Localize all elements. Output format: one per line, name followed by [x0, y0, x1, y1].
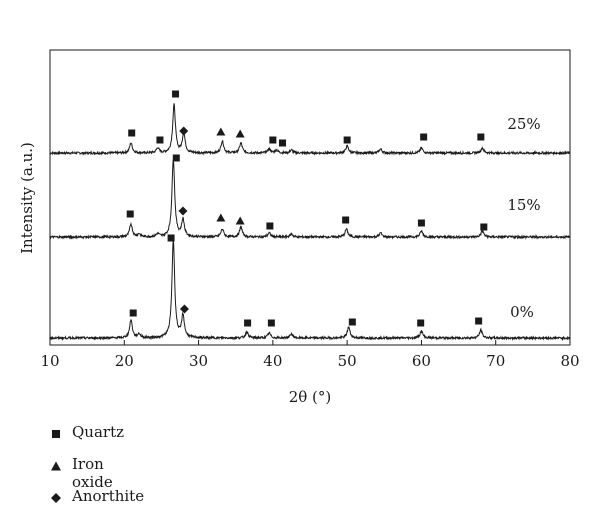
anorthite-marker: [179, 126, 189, 136]
quartz-marker: [417, 319, 425, 327]
quartz-marker: [475, 317, 483, 325]
quartz-marker: [244, 319, 252, 327]
x-tick-label: 60: [412, 352, 431, 370]
iron-oxide-marker: [235, 129, 245, 138]
quartz-marker: [279, 139, 287, 147]
anorthite-marker: [178, 206, 188, 216]
xrd-trace-2: [49, 239, 571, 341]
square-marker-icon: [52, 430, 60, 438]
x-tick-label: 70: [486, 352, 505, 370]
quartz-marker: [348, 318, 356, 326]
quartz-marker: [126, 210, 134, 218]
quartz-marker: [167, 234, 175, 242]
traces-group: [49, 103, 571, 341]
series-label: 15%: [507, 196, 540, 214]
series-label: 25%: [507, 115, 540, 133]
series-labels-group: 25% 15% 0%: [507, 115, 540, 321]
series-label: 0%: [510, 303, 534, 321]
quartz-marker: [128, 129, 136, 137]
iron-oxide-marker: [235, 216, 245, 225]
quartz-marker: [343, 136, 351, 144]
anorthite-marker: [179, 304, 189, 314]
plot-frame: [49, 49, 571, 346]
iron-oxide-marker: [216, 127, 226, 136]
diamond-marker-icon: [51, 493, 61, 503]
iron-oxide-marker: [216, 213, 226, 222]
legend-label-iron-oxide: Iron oxide: [72, 455, 113, 491]
x-tick-label: 50: [338, 352, 357, 370]
quartz-marker: [172, 154, 180, 162]
xrd-trace-1: [49, 159, 571, 240]
quartz-marker: [417, 219, 425, 227]
quartz-marker: [156, 136, 164, 144]
quartz-marker: [129, 309, 137, 317]
x-tick-label: 30: [189, 352, 208, 370]
x-tick-label: 40: [263, 352, 282, 370]
x-tick-label: 80: [560, 352, 579, 370]
y-axis-title: Intensity (a.u.): [18, 142, 36, 254]
quartz-marker: [480, 223, 488, 231]
x-ticks-group: 10 20 30 40 50 60 70 80: [40, 340, 580, 370]
x-tick-label: 10: [40, 352, 59, 370]
quartz-marker: [172, 90, 180, 98]
quartz-marker: [477, 133, 485, 141]
legend-label-quartz: Quartz: [72, 423, 125, 441]
legend-label-anorthite: Anorthite: [72, 487, 145, 505]
triangle-marker-icon: [51, 461, 61, 471]
phase-markers-group: [126, 90, 488, 327]
x-axis-title: 2θ (°): [289, 388, 332, 406]
quartz-marker: [267, 319, 275, 327]
quartz-marker: [342, 216, 350, 224]
quartz-marker: [420, 133, 428, 141]
x-tick-label: 20: [115, 352, 134, 370]
quartz-marker: [266, 222, 274, 230]
xrd-trace-0: [49, 103, 571, 156]
quartz-marker: [269, 136, 277, 144]
